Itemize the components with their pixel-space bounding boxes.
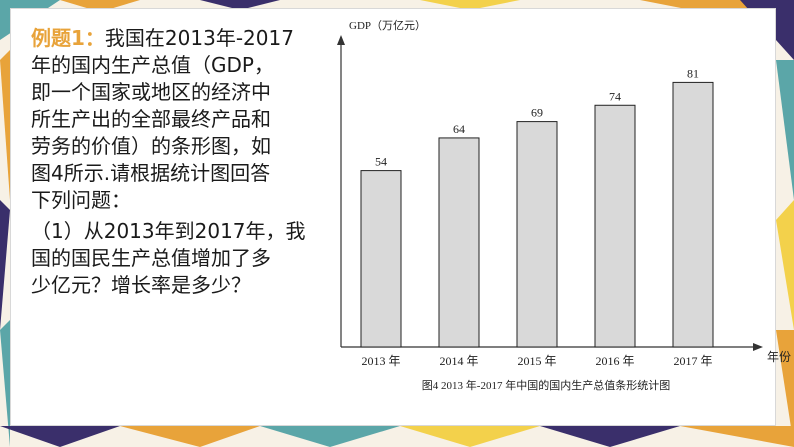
problem-line: 年的国内生产总值（GDP，: [31, 53, 274, 77]
question-line: （1）从2013年到2017年，我: [31, 219, 306, 243]
y-axis-label: GDP（万亿元）: [349, 19, 426, 32]
bar-2015年: [516, 121, 558, 348]
x-axis-label: 年份: [767, 350, 791, 364]
slide-content: 例题1：我国在2013年-2017 年的国内生产总值（GDP， 即一个国家或地区…: [10, 8, 791, 426]
problem-line: 即一个国家或地区的经济中: [31, 80, 271, 104]
x-axis-arrow: [753, 343, 763, 351]
problem-line: 劳务的价值）的条形图，如: [31, 134, 271, 158]
problem-line: 下列问题：: [31, 188, 131, 212]
gdp-bar-chart: GDP（万亿元） 年份 54 2013 年 64 2014 年 69 2015 年 74 20…: [337, 19, 791, 392]
bar-value-label: 69: [531, 106, 543, 120]
bar-value-label: 74: [609, 89, 621, 103]
problem-text: 例题1：我国在2013年-2017 年的国内生产总值（GDP， 即一个国家或地区…: [31, 25, 331, 299]
x-tick-label: 2014 年: [439, 354, 478, 368]
bar-value-label: 54: [375, 155, 387, 169]
question-line: 少亿元？增长率是多少？: [31, 273, 251, 297]
y-axis-arrow: [337, 35, 345, 45]
chart-caption: 图4 2013 年-2017 年中国的国内生产总值条形统计图: [422, 378, 670, 392]
bar-value-label: 64: [453, 122, 465, 136]
x-tick-label: 2016 年: [595, 354, 634, 368]
x-tick-label: 2013 年: [361, 354, 400, 368]
problem-line: 我国在2013年-2017: [104, 26, 294, 50]
problem-line: 图4所示.请根据统计图回答: [31, 161, 271, 185]
question-line: 国的国民生产总值增加了多: [31, 246, 271, 270]
bar-2014年: [438, 137, 480, 348]
x-tick-label: 2017 年: [673, 354, 712, 368]
example-label: 例题1：: [31, 26, 105, 50]
bar-2016年: [594, 104, 636, 348]
problem-line: 所生产出的全部最终产品和: [31, 107, 271, 131]
bar-value-label: 81: [687, 66, 699, 80]
bar-2013年: [360, 170, 402, 348]
bar-2017年: [672, 81, 714, 348]
x-tick-label: 2015 年: [517, 354, 556, 368]
